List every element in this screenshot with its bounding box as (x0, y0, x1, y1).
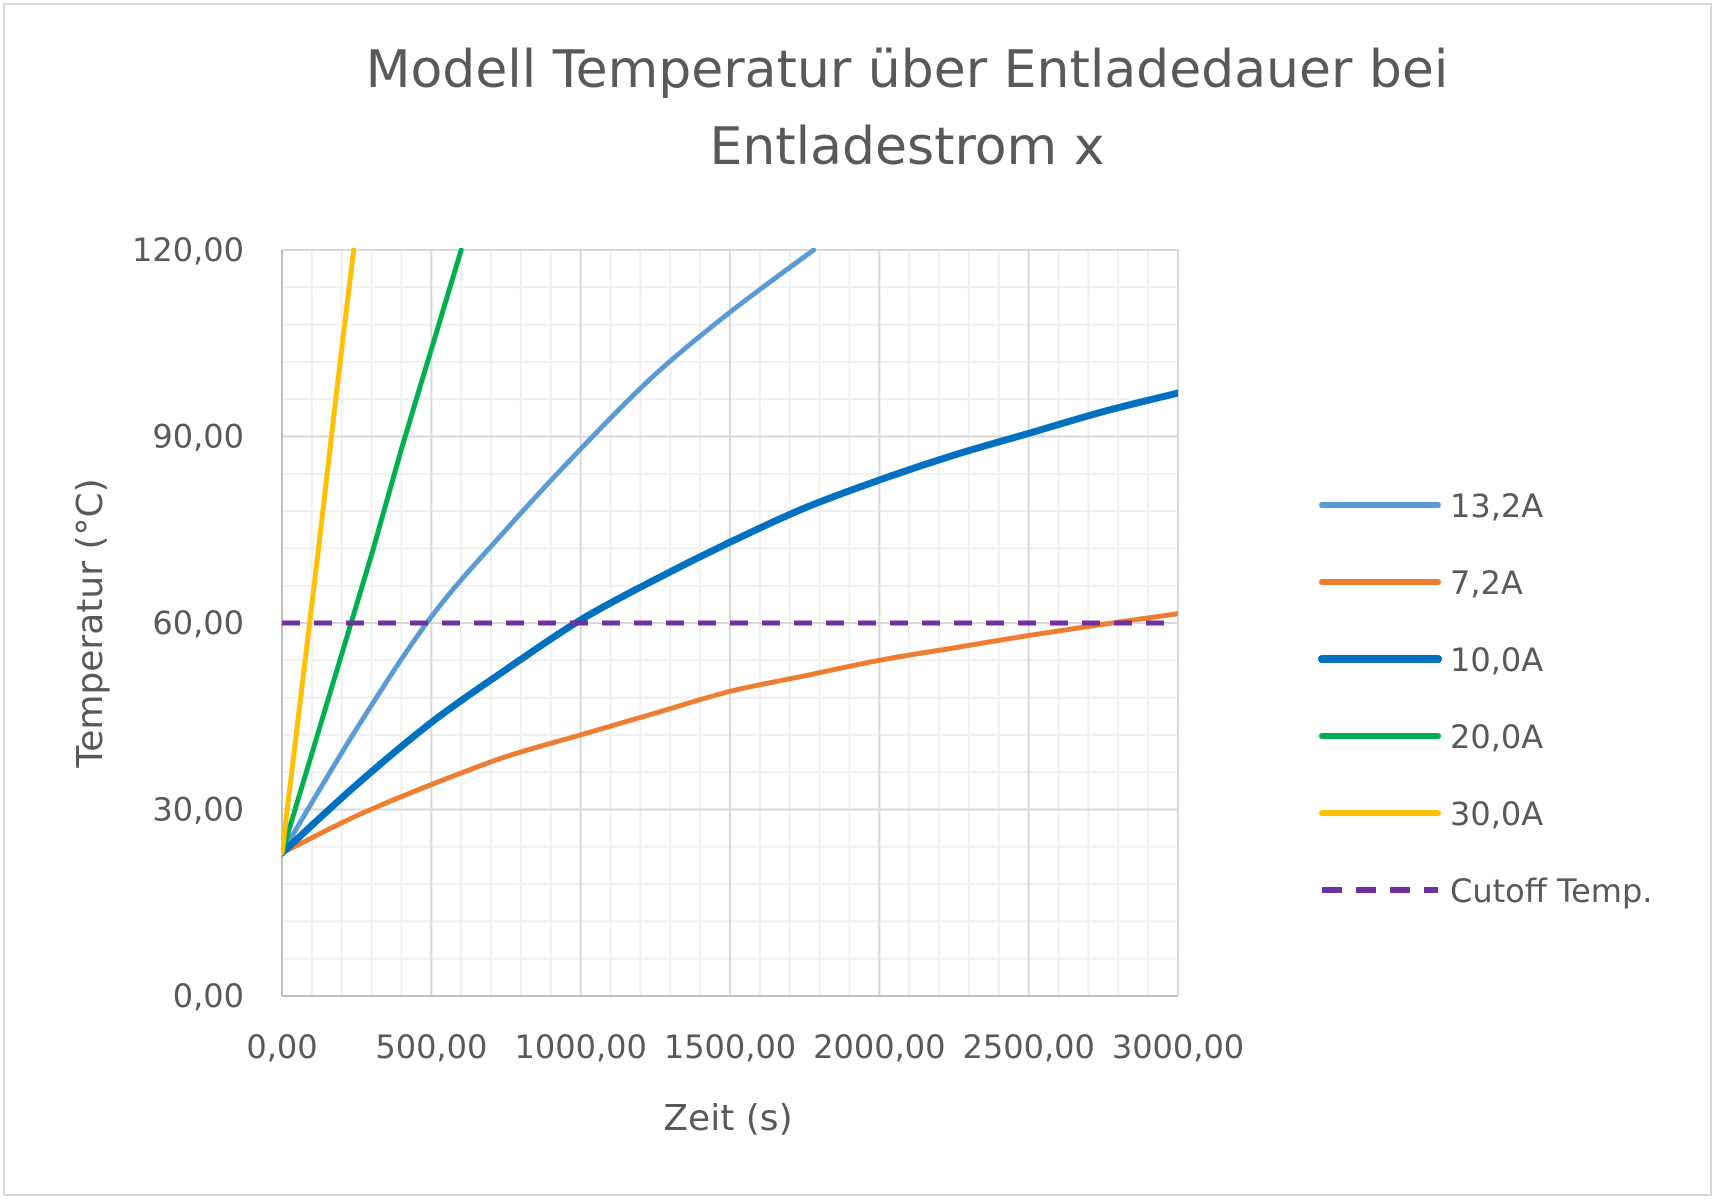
legend-label: 20,0A (1450, 718, 1543, 756)
y-tick-label: 120,00 (132, 231, 244, 269)
x-axis-title: Zeit (s) (663, 1098, 792, 1139)
legend-label: 10,0A (1450, 641, 1543, 679)
y-tick-label: 30,00 (152, 791, 244, 829)
y-axis-title: Temperatur (°C) (70, 478, 111, 768)
y-axis-tick-labels: 0,00 30,00 60,00 90,00 120,00 (132, 231, 244, 1015)
legend: 13,2A 7,2A 10,0A 20,0A 30,0A Cutoff Temp. (1318, 487, 1652, 910)
legend-label: Cutoff Temp. (1450, 872, 1652, 910)
legend-label: 13,2A (1450, 487, 1543, 525)
series-line-13-2a (282, 248, 817, 856)
x-tick-label: 1500,00 (664, 1028, 796, 1066)
series-line-30-0a (282, 248, 357, 856)
chart-frame (3, 3, 1712, 1196)
series-line-7-2a (282, 611, 1178, 856)
y-tick-label: 0,00 (173, 977, 244, 1015)
x-tick-label: 500,00 (375, 1028, 487, 1066)
x-tick-label: 2500,00 (963, 1028, 1095, 1066)
x-tick-label: 0,00 (246, 1028, 317, 1066)
chart-title-line-1: Modell Temperatur über Entladedauer bei (366, 40, 1449, 100)
series-line-10-0a (282, 389, 1178, 857)
x-tick-label: 3000,00 (1112, 1028, 1244, 1066)
legend-label: 7,2A (1450, 564, 1523, 602)
x-axis-tick-labels: 0,00 500,00 1000,00 1500,00 2000,00 2500,00 30… (246, 1028, 1244, 1066)
y-tick-label: 60,00 (152, 604, 244, 642)
legend-label: 30,0A (1450, 795, 1543, 833)
y-tick-label: 90,00 (152, 418, 244, 456)
series-line-20-0a (282, 248, 464, 856)
chart-title-line-2: Entladestrom x (709, 117, 1104, 177)
x-tick-label: 1000,00 (515, 1028, 647, 1066)
x-tick-label: 2000,00 (813, 1028, 945, 1066)
series-lines (282, 248, 1178, 857)
